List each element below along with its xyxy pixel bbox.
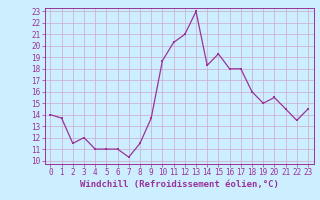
X-axis label: Windchill (Refroidissement éolien,°C): Windchill (Refroidissement éolien,°C) [80,180,279,189]
